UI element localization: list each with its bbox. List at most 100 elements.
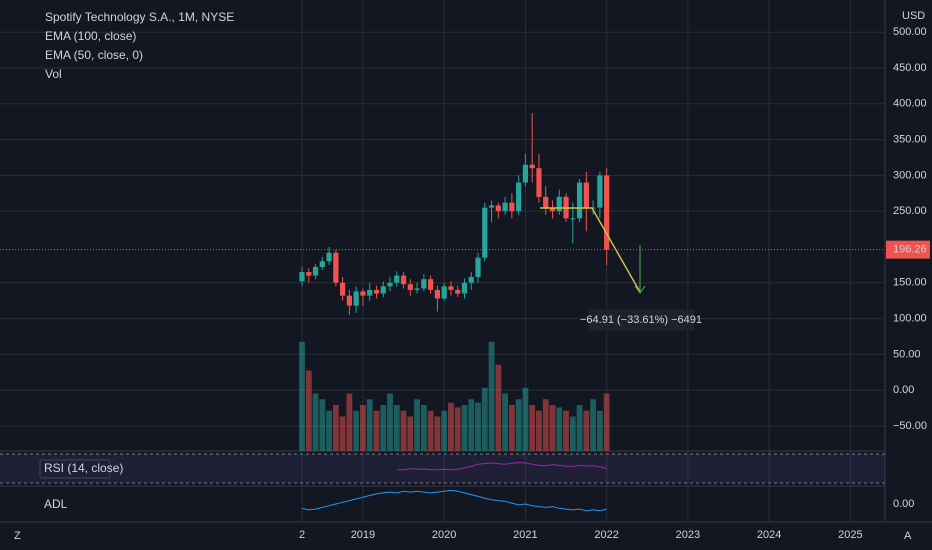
volume-bar	[590, 399, 597, 451]
volume-bar	[380, 405, 387, 451]
candle-body	[367, 289, 373, 296]
x-tick-label: 2022	[594, 529, 618, 541]
y-tick-label: 50.00	[893, 348, 921, 360]
indicator-label: Vol	[45, 67, 62, 81]
volume-bar	[353, 410, 360, 451]
candle-body	[502, 202, 508, 212]
x-tick-label: 2	[299, 529, 305, 541]
annotation: −64.91 (−33.61%) −6491	[580, 314, 702, 326]
drawing-line[interactable]	[540, 207, 641, 293]
volume-bar	[414, 399, 420, 451]
rsi-line	[396, 462, 607, 471]
candle-body	[299, 272, 305, 282]
y-tick-label: 500.00	[893, 26, 927, 38]
candle-body	[421, 279, 427, 289]
x-tick-label: 2021	[513, 529, 537, 541]
y-tick-label: 300.00	[893, 169, 927, 181]
volume-bar	[400, 410, 407, 451]
x-tick-label: 2020	[432, 529, 456, 541]
volume-bar	[475, 402, 481, 451]
volume-bar	[339, 416, 346, 451]
volume-bar	[299, 341, 305, 451]
candle-body	[529, 164, 535, 169]
auto-scale-button[interactable]: A	[904, 530, 912, 542]
indicator-label: EMA (50, close, 0)	[45, 48, 143, 62]
volume-bar	[332, 405, 339, 451]
rsi-label: RSI (14, close)	[44, 461, 123, 475]
last-price-label: 196.26	[893, 244, 927, 256]
adl-tick-label: 0.00	[893, 498, 914, 510]
adl-label: ADL	[44, 497, 68, 511]
candle-body	[380, 286, 386, 294]
candle-body	[306, 272, 312, 276]
volume-bar	[373, 410, 380, 451]
candle-body	[597, 175, 603, 208]
candle-body	[488, 205, 495, 208]
volume-bar	[596, 410, 603, 451]
volume-bar	[407, 416, 414, 451]
volume-bar	[427, 410, 434, 451]
volume-bar	[495, 364, 502, 451]
rsi-band	[0, 454, 885, 483]
candle-body	[407, 284, 413, 290]
volume-bar	[393, 405, 400, 451]
volume-bar	[387, 393, 393, 451]
volume-bar	[542, 399, 549, 451]
candle-body	[461, 282, 468, 294]
candle-body	[434, 289, 440, 299]
y-tick-label: −50.00	[893, 420, 927, 432]
candle-body	[495, 205, 501, 212]
candle-body	[509, 202, 515, 212]
currency: USD	[902, 10, 925, 22]
candle-body	[448, 286, 454, 290]
volume-bar	[522, 387, 529, 451]
volume-bar	[488, 341, 495, 451]
candle-body	[482, 207, 488, 258]
candle-body	[604, 175, 610, 250]
volume-bar	[549, 405, 556, 451]
y-tick-label: 400.00	[893, 98, 927, 110]
x-tick-label: 2025	[838, 529, 862, 541]
volume-bar	[468, 399, 475, 451]
timezone-button[interactable]: Z	[14, 530, 21, 542]
candle-body	[340, 282, 346, 296]
x-tick-label: 2023	[676, 529, 700, 541]
candle-body	[475, 257, 481, 278]
last-price-box	[886, 240, 930, 259]
candle-body	[583, 182, 589, 208]
volume-bar	[502, 393, 508, 451]
volume-bar	[434, 416, 441, 451]
volume-bar	[312, 393, 319, 451]
candle-body	[400, 275, 407, 285]
candle-body	[576, 182, 583, 219]
candle-body	[590, 207, 596, 209]
y-tick-label: 450.00	[893, 62, 927, 74]
volume-bar	[556, 407, 563, 451]
volume-bar	[360, 405, 366, 451]
candle-body	[536, 168, 542, 197]
volume-bar	[420, 405, 427, 451]
measure-arrow-head	[634, 285, 646, 294]
volume-bar	[515, 399, 522, 451]
volume-bar	[529, 405, 536, 451]
candle-body	[549, 207, 556, 212]
volume-bar	[366, 399, 373, 451]
volume-bar	[346, 393, 353, 451]
volume-bar	[481, 387, 488, 451]
y-tick-label: 150.00	[893, 277, 927, 289]
volume-bar	[583, 410, 590, 451]
candle-body	[441, 286, 447, 299]
adl-line	[301, 489, 607, 512]
candle-body	[319, 261, 325, 268]
candle-body	[516, 182, 522, 212]
candle-body	[522, 164, 529, 183]
candle-body	[387, 282, 393, 287]
volume-bar	[305, 370, 312, 451]
candle-body	[394, 275, 400, 283]
chart-title: Spotify Technology S.A., 1M, NYSE	[45, 10, 234, 24]
volume-bar	[461, 405, 468, 451]
candle-body	[570, 218, 576, 220]
rsi-legend-box	[39, 459, 111, 479]
